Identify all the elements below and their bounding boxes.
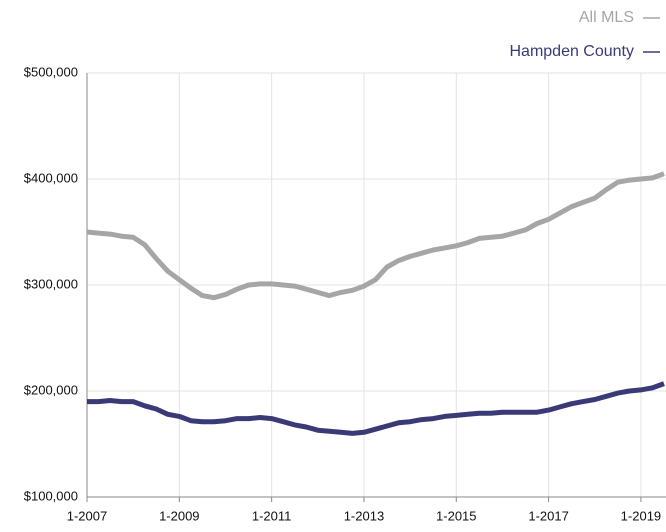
legend-label: All MLS (579, 9, 634, 26)
series-line (86, 171, 665, 301)
y-tick-label: $400,000 (24, 170, 78, 185)
y-tick-label: $100,000 (24, 488, 78, 503)
y-tick-label: $500,000 (24, 64, 78, 79)
x-tick-label: 1-2017 (528, 508, 568, 523)
y-tick-label: $200,000 (24, 382, 78, 397)
legend-label: Hampden County (509, 43, 634, 60)
x-tick-label: 1-2009 (159, 508, 199, 523)
x-tick-label: 1-2019 (621, 508, 661, 523)
y-tick-label: $300,000 (24, 276, 78, 291)
series-line (87, 381, 665, 436)
x-tick-label: 1-2015 (436, 508, 476, 523)
x-tick-label: 1-2013 (344, 508, 384, 523)
x-tick-label: 1-2011 (252, 508, 292, 523)
x-tick-label: 1-2007 (67, 508, 107, 523)
